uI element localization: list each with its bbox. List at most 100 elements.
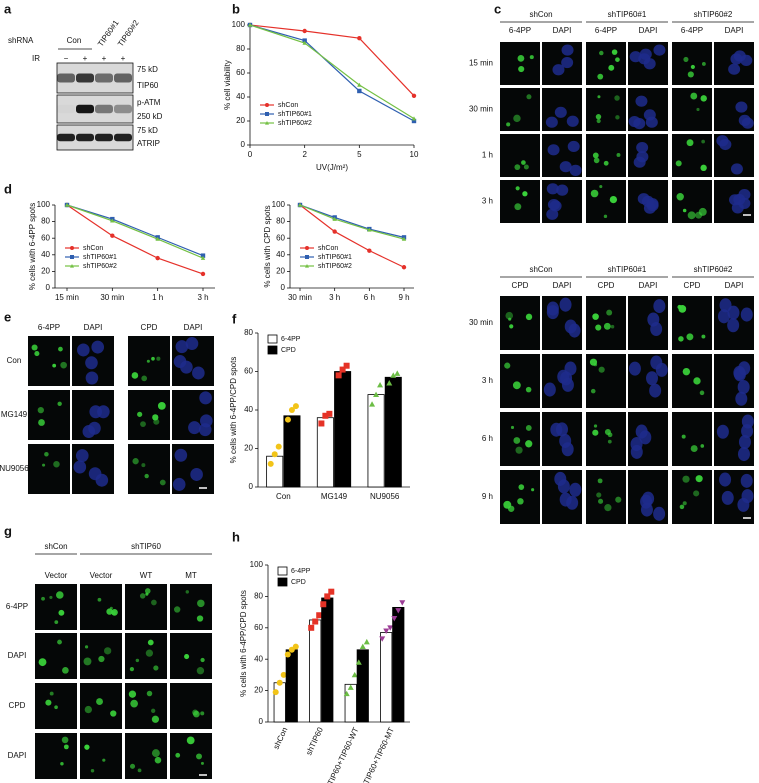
micrograph xyxy=(500,180,540,223)
legend-label: shTIP60#2 xyxy=(278,120,312,127)
damage-spot xyxy=(521,160,526,165)
data-point xyxy=(332,229,337,234)
nucleus xyxy=(564,319,577,334)
blot-label: shRNA xyxy=(8,36,34,45)
damage-spot xyxy=(156,356,161,361)
blot-band xyxy=(95,104,113,114)
data-point xyxy=(302,38,307,43)
row-label: 30 min xyxy=(469,318,493,327)
y-tick-label: 20 xyxy=(276,267,285,276)
damage-spot xyxy=(701,62,706,66)
micrograph xyxy=(672,412,712,466)
nucleus xyxy=(716,424,729,439)
damage-spot xyxy=(98,655,105,663)
legend-marker xyxy=(70,264,74,268)
column-label: DAPI xyxy=(184,323,203,332)
damage-spot xyxy=(184,654,190,660)
micrograph xyxy=(672,354,712,408)
damage-spot xyxy=(45,699,52,706)
micrograph xyxy=(170,633,212,679)
x-tick-label: 1 h xyxy=(152,293,163,302)
damage-spot xyxy=(129,763,136,769)
damage-spot xyxy=(678,336,684,342)
nucleus xyxy=(546,208,559,220)
y-tick-label: 20 xyxy=(244,444,253,453)
damage-spot xyxy=(525,386,532,393)
column-label: DAPI xyxy=(725,26,744,35)
damage-spot xyxy=(505,311,514,320)
damage-spot xyxy=(514,164,521,171)
blot-band xyxy=(76,133,94,142)
damage-spot xyxy=(84,645,89,649)
damage-spot xyxy=(604,504,612,512)
panel-letter: h xyxy=(232,529,240,544)
damage-spot xyxy=(595,114,602,120)
nucleus xyxy=(88,467,102,481)
y-tick-label: 80 xyxy=(244,328,253,337)
y-tick-label: 40 xyxy=(236,92,245,101)
damage-spot xyxy=(137,411,143,417)
nucleus xyxy=(719,138,732,151)
row-label: DAPI xyxy=(8,651,27,660)
data-point xyxy=(401,236,407,241)
replicate-point xyxy=(387,625,394,631)
damage-spot xyxy=(146,359,150,363)
damage-spot xyxy=(682,501,687,506)
x-axis-label: UV(J/m²) xyxy=(316,163,348,172)
legend-marker xyxy=(305,246,309,250)
row-label: 15 min xyxy=(469,59,493,68)
replicate-point xyxy=(343,362,350,369)
nucleus xyxy=(556,184,569,196)
damage-spot xyxy=(55,591,64,599)
nucleus xyxy=(738,435,751,450)
y-axis-label: % cells with 6-4PP spots xyxy=(28,203,37,290)
data-point xyxy=(200,255,206,260)
damage-spot xyxy=(49,691,54,696)
y-tick-label: 20 xyxy=(254,686,263,695)
damage-spot xyxy=(62,666,69,674)
damage-spot xyxy=(145,592,149,596)
column-label: DAPI xyxy=(553,281,572,290)
nucleus xyxy=(737,447,750,462)
blot-label: p-ATM xyxy=(137,98,161,107)
x-tick-label: 3 h xyxy=(197,293,208,302)
damage-spot xyxy=(200,657,205,663)
nucleus xyxy=(192,366,205,380)
nucleus xyxy=(738,361,751,376)
nucleus xyxy=(640,502,653,517)
nucleus xyxy=(628,361,641,376)
column-label: MT xyxy=(185,571,197,580)
nucleus xyxy=(82,425,96,439)
replicate-point xyxy=(271,451,278,458)
damage-spot xyxy=(200,711,205,716)
bar xyxy=(273,682,286,723)
damage-spot xyxy=(517,498,524,505)
data-point xyxy=(302,40,307,45)
damage-spot xyxy=(597,73,604,80)
nucleus xyxy=(546,183,559,195)
y-tick-label: 40 xyxy=(254,654,263,663)
damage-spot xyxy=(145,649,154,657)
legend-label: shCon xyxy=(83,245,103,252)
damage-spot xyxy=(690,64,695,70)
legend-marker xyxy=(305,264,309,268)
y-axis-label: % cell viability xyxy=(223,60,232,110)
damage-spot xyxy=(607,439,612,444)
replicate-point xyxy=(377,381,384,388)
damage-spot xyxy=(525,440,533,448)
blot-band xyxy=(57,133,75,142)
data-point xyxy=(411,116,417,121)
bar xyxy=(344,683,357,723)
micrograph xyxy=(500,42,540,85)
x-tick-label: shTIP60+TIP60-MT xyxy=(358,726,396,783)
damage-spot xyxy=(595,324,602,331)
nucleus xyxy=(97,405,110,419)
legend-label: shTIP60#1 xyxy=(318,254,352,261)
panel-letter: f xyxy=(232,311,237,326)
nucleus xyxy=(646,199,659,212)
legend-label: CPD xyxy=(291,579,306,586)
blot-band xyxy=(76,73,94,83)
y-tick-label: 0 xyxy=(46,283,51,292)
y-tick-label: 40 xyxy=(244,405,253,414)
replicate-point xyxy=(369,401,376,407)
